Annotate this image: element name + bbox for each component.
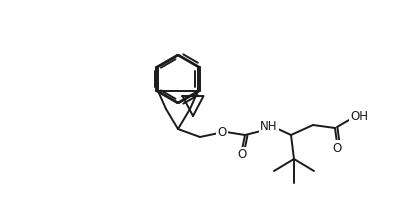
Text: NH: NH [260,121,277,134]
Text: O: O [237,149,246,162]
Text: O: O [217,125,226,138]
Text: OH: OH [349,110,367,123]
Text: O: O [332,142,341,155]
